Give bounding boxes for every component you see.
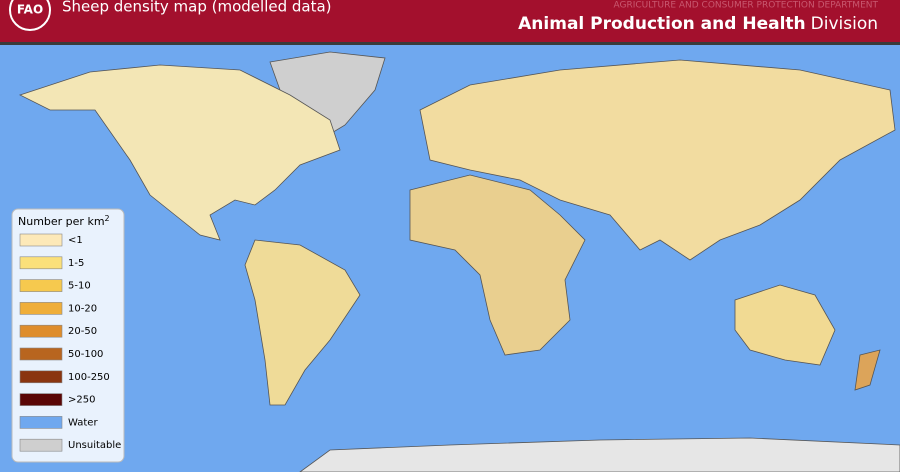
new-zealand [854,349,881,391]
south-america [244,239,361,406]
legend-swatch [19,370,63,384]
legend-label: 50-100 [68,349,103,360]
division-bold: Animal Production and Health [518,14,806,34]
north-america [18,64,341,241]
header-bar [0,0,900,42]
legend-label: <1 [68,235,83,246]
legend-swatch [19,256,63,270]
legend-label: 20-50 [68,326,97,337]
antarctica [299,437,900,472]
page-title: Sheep density map (modelled data) [62,0,332,16]
legend-swatch [19,347,63,361]
legend-label: 10-20 [68,303,97,314]
logo-ring [9,0,51,31]
legend-title-sup: 2 [105,214,110,223]
logo: FAO [17,3,43,17]
legend-swatch [19,393,63,406]
legend-label: Water [68,417,98,428]
legend-label: >250 [68,395,95,406]
legend-title: Number per km2 [18,214,110,229]
australia [734,284,836,366]
legend-label: 100-250 [68,372,110,383]
header-rule [0,42,900,45]
legend-label: Unsuitable [68,440,121,451]
division: Animal Production and Health Division [518,14,878,34]
legend-swatch [19,233,63,247]
africa [409,174,586,356]
legend-title-text: Number per km [18,215,105,228]
legend-items: <1 1-5 5-10 10-20 20-50 50-100 100-250 >250 Wate… [19,233,121,452]
legend-label: 1-5 [68,258,84,269]
legend-swatch [19,279,63,292]
division-rest: Division [811,14,878,34]
legend-label: 5-10 [68,281,91,292]
eurasia [419,59,896,261]
department: AGRICULTURE AND CONSUMER PROTECTION DEPA… [613,1,878,11]
legend-swatch [19,302,63,315]
landmasses [18,51,900,472]
legend-swatch [19,416,63,429]
legend-swatch [19,324,63,338]
legend-swatch [19,438,63,452]
